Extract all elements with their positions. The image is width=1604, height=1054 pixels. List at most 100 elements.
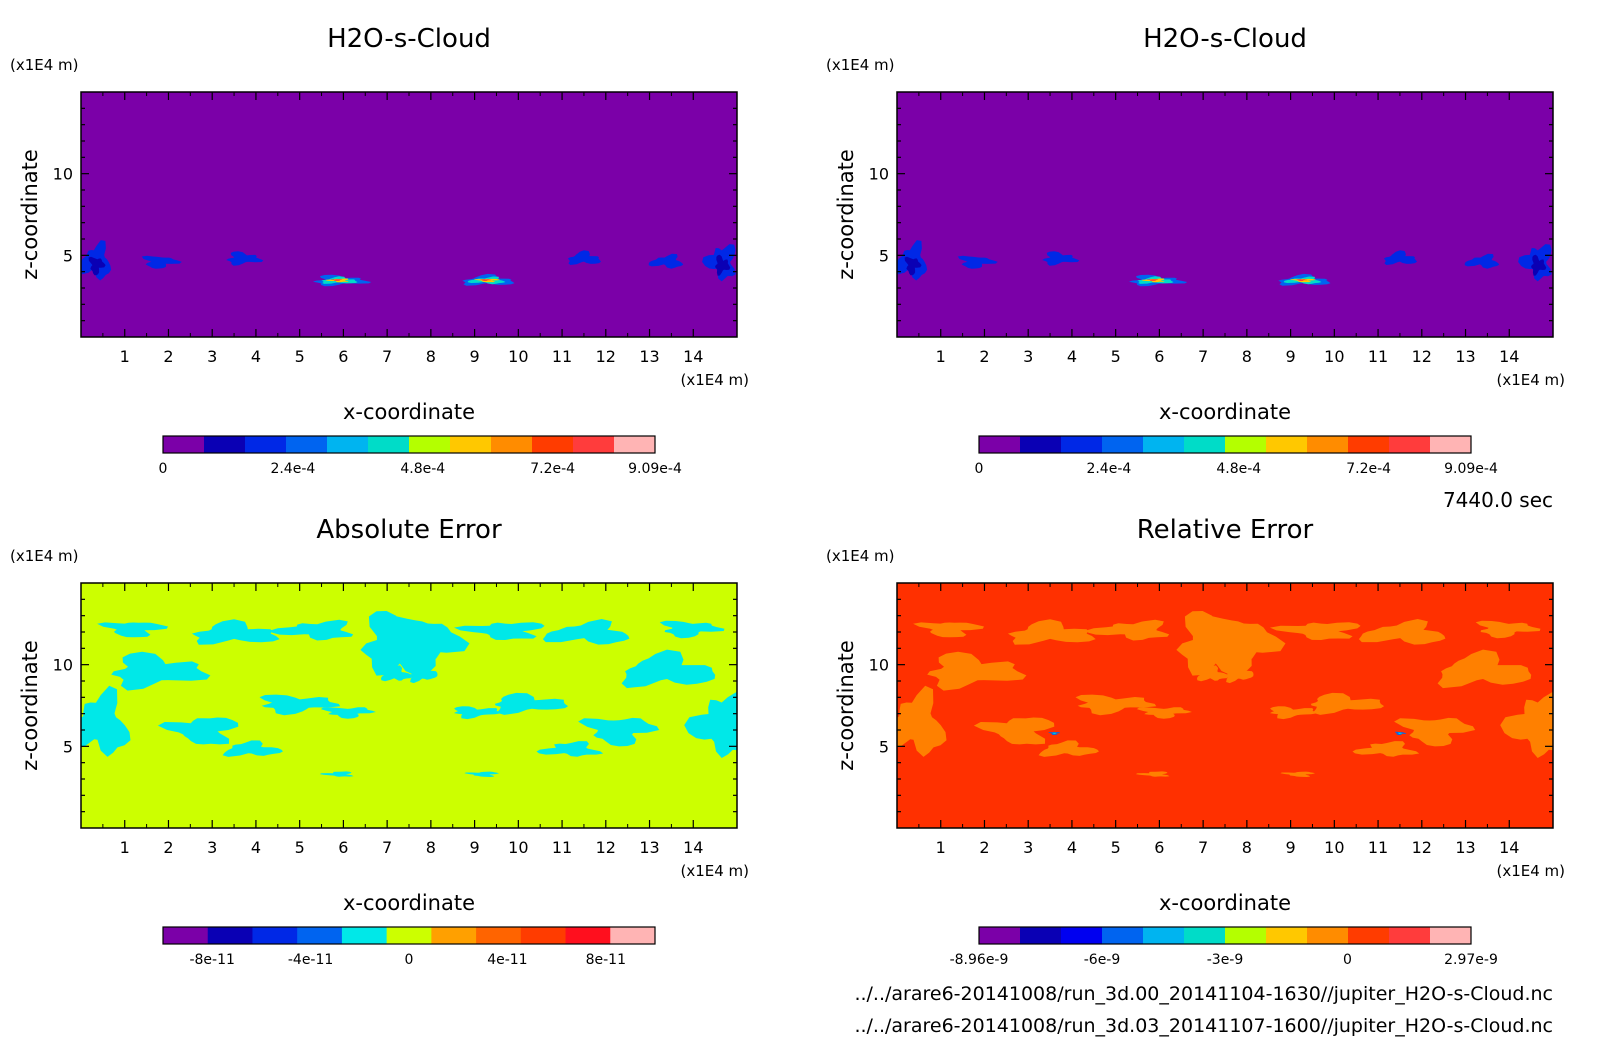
cloud-blob <box>957 255 998 269</box>
x-tick-label: 3 <box>207 838 217 857</box>
colorbar-label: 4.8e-4 <box>1216 461 1261 477</box>
colorbar-label: 8e-11 <box>586 952 626 968</box>
y-axis-label: z-coordinate <box>18 149 42 280</box>
cloud-blob <box>1042 251 1080 266</box>
x-tick-label: 10 <box>1324 838 1344 857</box>
y-tick-label: 10 <box>869 165 889 184</box>
x-tick-label: 11 <box>552 347 572 366</box>
colorbar-swatch <box>491 436 533 453</box>
colorbar-swatch <box>1061 436 1103 453</box>
cloud-blob <box>567 250 601 265</box>
cloud-blob <box>226 251 264 266</box>
colorbar-swatch <box>1143 436 1185 453</box>
colorbar-swatch <box>1430 927 1472 944</box>
colorbar-swatch <box>163 927 209 944</box>
colorbar-swatch <box>1348 927 1390 944</box>
colorbar-frame <box>162 926 656 945</box>
x-tick-label: 14 <box>1499 347 1519 366</box>
colorbar: 0 2.4e-4 4.8e-4 7.2e-4 9.09e-4 <box>159 435 682 477</box>
colorbar-swatch <box>1430 436 1472 453</box>
error-patch <box>270 619 354 641</box>
y-unit-label: (x1E4 m) <box>10 547 79 565</box>
error-patch <box>1310 692 1385 715</box>
cloud-core <box>1146 279 1159 281</box>
colorbar-swatch <box>1266 927 1308 944</box>
colorbar-label: -8e-11 <box>189 952 234 968</box>
colorbar-label: 2.4e-4 <box>270 461 315 477</box>
error-patch <box>1086 619 1170 641</box>
colorbar-swatch <box>979 927 1021 944</box>
colorbar-frame <box>978 926 1472 945</box>
colorbar-label: 0 <box>1343 952 1352 968</box>
cloud-blob-core <box>904 256 922 276</box>
plot-area <box>81 92 737 337</box>
x-axis-label: x-coordinate <box>343 891 475 915</box>
error-patch <box>97 622 168 638</box>
x-tick-label: 4 <box>1067 347 1077 366</box>
colorbar-swatch <box>207 927 253 944</box>
x-tick-label: 5 <box>295 347 305 366</box>
x-tick-label: 4 <box>251 347 261 366</box>
file-path-1: ../../arare6-20141008/run_3d.00_20141104… <box>854 983 1553 1005</box>
x-tick-label: 4 <box>251 838 261 857</box>
error-patch <box>1437 649 1532 689</box>
x-tick-label: 9 <box>470 347 480 366</box>
x-unit-label: (x1E4 m) <box>680 862 749 880</box>
x-tick-label: 2 <box>979 838 989 857</box>
x-tick-label: 6 <box>338 838 348 857</box>
plot-area <box>897 583 1553 828</box>
colorbar-label: 0 <box>159 461 168 477</box>
y-tick-label: 5 <box>879 246 889 265</box>
error-patch <box>1270 706 1317 720</box>
colorbar-swatch <box>979 436 1021 453</box>
colorbar-swatch <box>1184 436 1226 453</box>
error-patch <box>381 665 413 682</box>
colorbar-swatch <box>450 436 492 453</box>
x-tick-label: 13 <box>1455 347 1475 366</box>
y-tick-label: 5 <box>63 737 73 756</box>
x-tick-label: 6 <box>1154 838 1164 857</box>
colorbar-swatch <box>204 436 246 453</box>
colorbar: 0 2.4e-4 4.8e-4 7.2e-4 9.09e-4 <box>975 435 1498 477</box>
colorbar-label: 7.2e-4 <box>530 461 575 477</box>
x-tick-label: 10 <box>1324 347 1344 366</box>
error-patch <box>222 740 283 757</box>
colorbar-frame <box>162 435 656 454</box>
cloud-core <box>330 279 343 281</box>
error-patch <box>320 707 376 719</box>
x-tick-label: 2 <box>163 347 173 366</box>
colorbar-swatch <box>1225 927 1267 944</box>
error-patch <box>1394 717 1476 747</box>
error-patch <box>1136 707 1192 719</box>
colorbar-swatch <box>1102 927 1144 944</box>
error-spot-core <box>1397 732 1403 734</box>
y-tick-label: 10 <box>53 656 73 675</box>
x-tick-label: 1 <box>120 347 130 366</box>
error-patch <box>973 717 1055 745</box>
colorbar-label: 2.97e-9 <box>1444 952 1498 968</box>
x-axis-label: x-coordinate <box>1159 891 1291 915</box>
error-patch <box>659 620 725 639</box>
colorbar-swatch <box>1307 927 1349 944</box>
x-tick-label: 10 <box>508 347 528 366</box>
x-tick-label: 8 <box>1242 838 1252 857</box>
x-tick-label: 2 <box>979 347 989 366</box>
cloud-blob <box>141 255 182 269</box>
y-tick-label: 10 <box>869 656 889 675</box>
plot-background <box>81 92 737 337</box>
colorbar-swatch <box>614 436 656 453</box>
x-tick-label: 8 <box>1242 347 1252 366</box>
error-patch <box>259 694 341 716</box>
x-tick-label: 14 <box>683 347 703 366</box>
colorbar-swatch <box>520 927 567 944</box>
colorbar-label: 0 <box>405 952 414 968</box>
colorbar-label: 7.2e-4 <box>1346 461 1391 477</box>
colorbar-swatch <box>1184 927 1226 944</box>
error-patch <box>81 685 131 757</box>
error-patch <box>111 651 211 691</box>
chart-panel-2: H2O-s-Cloud(x1E4 m)1 2 3 4 5 6 7 8 9 10 11 12 13 1451… <box>826 24 1565 477</box>
x-tick-label: 6 <box>1154 347 1164 366</box>
colorbar-frame <box>978 435 1472 454</box>
time-label: 7440.0 sec <box>1443 488 1553 512</box>
x-tick-label: 9 <box>470 838 480 857</box>
